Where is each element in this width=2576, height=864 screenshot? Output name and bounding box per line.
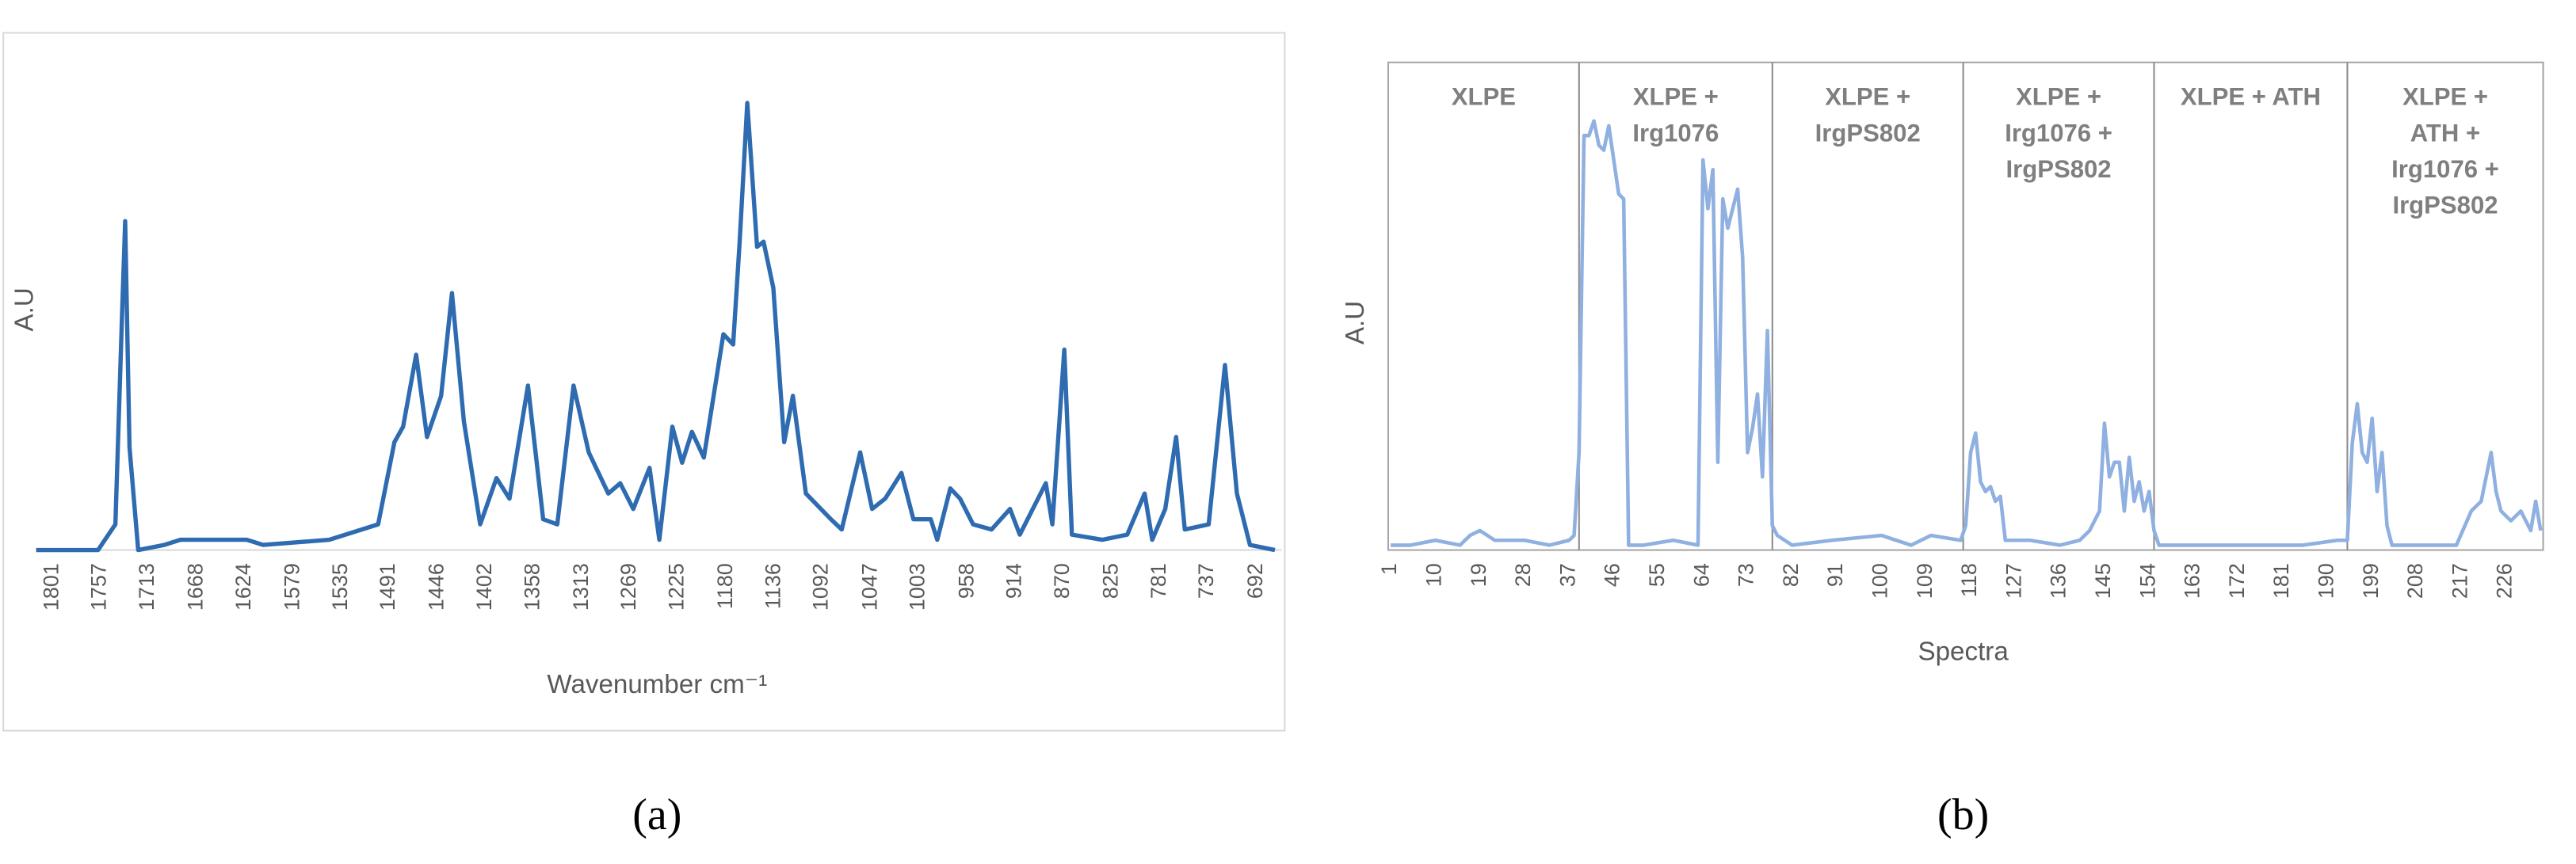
x-tick-label: 136 [2047,563,2070,599]
x-tick-label: 1446 [425,563,448,611]
region-label: IrgPS802 [2392,192,2498,219]
x-tick-label: 127 [2002,563,2025,599]
region-label: XLPE + [2016,83,2101,111]
x-tick-label: 73 [1735,563,1758,587]
y-axis-title: A.U [10,287,39,331]
panel-caption: (a) [632,790,681,839]
plot-frame [1387,61,2544,551]
x-tick-label: 91 [1823,563,1847,587]
spectrum-line [36,101,1276,553]
x-tick-label: 10 [1422,563,1446,587]
region-label: XLPE + [1633,83,1719,111]
x-tick-label: 1003 [906,563,929,611]
x-tick-label: 1047 [857,563,881,611]
region-label: IrgPS802 [2005,155,2111,183]
x-tick-label: 109 [1913,563,1937,599]
x-tick-label: 82 [1779,563,1803,587]
x-tick-label: 1225 [665,563,689,611]
x-tick-label: 172 [2225,563,2249,599]
region-label: XLPE + [1825,83,1910,111]
x-tick-label: 1358 [520,563,544,611]
region-label: XLPE [1452,83,1516,111]
x-axis-title: Wavenumber cm⁻¹ [547,670,767,699]
region-label: XLPE + ATH [2181,83,2321,111]
x-tick-label: 870 [1050,563,1074,599]
x-tick-label: 199 [2359,563,2383,599]
x-tick-label: 958 [954,563,978,599]
spectrum-line [1391,119,2543,547]
x-tick-label: 1579 [280,563,303,611]
x-tick-label: 1 [1377,563,1401,575]
region-label: Irg1076 + [2005,119,2112,147]
x-tick-label: 19 [1467,563,1490,587]
x-tick-label: 46 [1601,563,1624,587]
x-tick-label: 64 [1689,563,1713,587]
region-label: XLPE + [2402,83,2488,111]
x-tick-label: 914 [1002,563,1026,599]
x-tick-label: 1535 [328,563,352,611]
x-tick-label: 1402 [472,563,496,611]
x-tick-label: 100 [1868,563,1892,599]
x-tick-label: 1713 [135,563,158,611]
x-tick-label: 1180 [713,563,737,609]
x-tick-label: 163 [2181,563,2204,599]
x-tick-label: 1624 [231,563,255,611]
x-axis-title: Spectra [1918,637,2009,666]
x-tick-label: 226 [2493,563,2517,599]
x-tick-label: 217 [2448,563,2471,599]
region-label: IrgPS802 [1815,119,1921,147]
x-tick-label: 118 [1957,563,1981,597]
region-label: Irg1076 + [2391,155,2499,183]
panel-caption: (b) [1937,790,1989,839]
panel-frame [2,32,1286,732]
x-tick-label: 28 [1511,563,1535,587]
x-tick-label: 737 [1194,563,1218,599]
x-tick-label: 181 [2269,563,2293,599]
x-tick-label: 1136 [761,563,784,609]
x-tick-label: 190 [2315,563,2338,599]
x-tick-label: 1491 [376,563,399,611]
region-label: Irg1076 [1632,119,1719,147]
x-tick-label: 692 [1243,563,1267,599]
x-tick-label: 154 [2135,563,2159,599]
x-tick-label: 1801 [39,563,63,611]
x-tick-label: 208 [2403,563,2427,599]
x-tick-label: 1313 [569,563,593,611]
x-tick-label: 1269 [616,563,640,611]
x-tick-label: 37 [1555,563,1579,587]
x-tick-label: 1092 [809,563,833,611]
x-tick-label: 145 [2091,563,2115,599]
region-label: ATH + [2410,119,2480,147]
x-tick-label: 1757 [87,563,111,611]
x-tick-label: 55 [1645,563,1669,587]
y-axis-title: A.U [1341,301,1370,344]
x-tick-label: 781 [1147,563,1170,599]
x-tick-label: 1668 [184,563,208,611]
x-tick-label: 825 [1099,563,1123,599]
